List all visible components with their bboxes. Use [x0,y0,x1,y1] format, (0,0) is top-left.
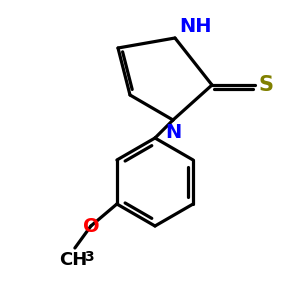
Text: O: O [82,217,99,236]
Text: NH: NH [179,17,212,36]
Text: S: S [258,75,273,95]
Text: N: N [165,123,181,142]
Text: CH: CH [59,251,87,269]
Text: 3: 3 [84,250,94,264]
